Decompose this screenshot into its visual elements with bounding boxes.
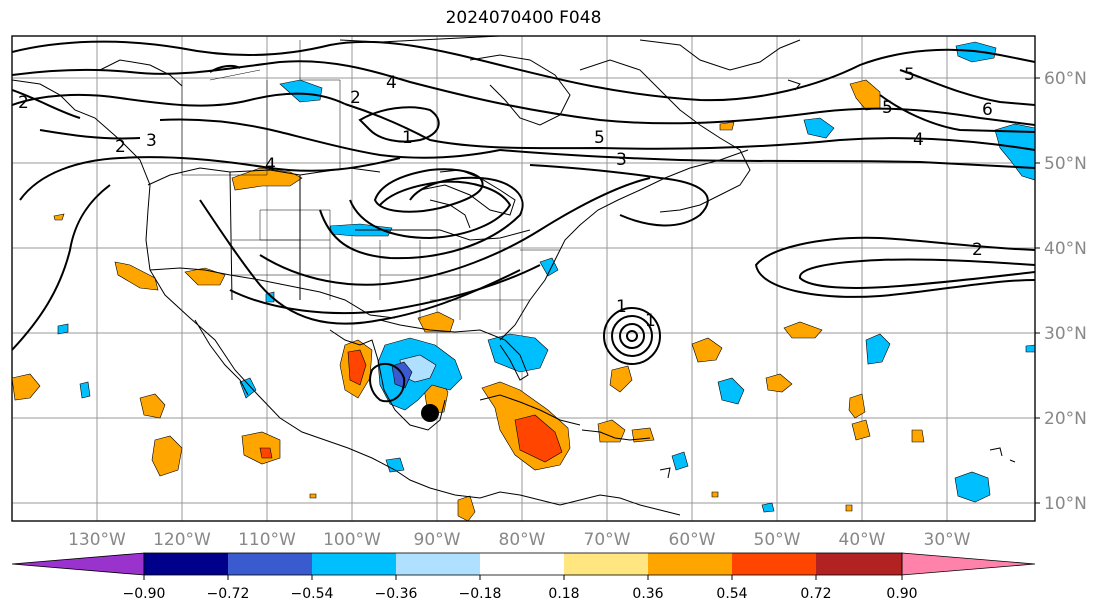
svg-text:4: 4 <box>265 155 276 175</box>
latitude-labels: 60°N 50°N 40°N 30°N 20°N 10°N <box>1044 69 1087 514</box>
lon-label: 130°W <box>68 530 126 550</box>
colorbar-tick-label: −0.18 <box>459 586 502 602</box>
colorbar-tick-label: −0.54 <box>291 586 334 602</box>
colorbar-low-extension <box>11 552 145 576</box>
svg-text:3: 3 <box>146 131 157 151</box>
colorbar-tick-label: −0.36 <box>375 586 418 602</box>
lat-label: 50°N <box>1044 154 1087 174</box>
lat-label: 20°N <box>1044 409 1087 429</box>
storm-circle-contours <box>603 307 661 365</box>
svg-text:6: 6 <box>982 100 993 120</box>
colorbar-segment <box>816 553 902 575</box>
colorbar-tick-label: 0.18 <box>548 586 579 602</box>
colorbar: −0.90 −0.72 −0.54 −0.36 −0.18 0.18 0.36 … <box>11 552 1036 602</box>
lon-label: 30°W <box>924 530 971 550</box>
svg-text:1: 1 <box>616 297 627 317</box>
lon-label: 40°W <box>839 530 886 550</box>
storm-center-marker <box>421 404 439 422</box>
colorbar-tick-label: −0.72 <box>207 586 250 602</box>
colorbar-tick-label: 0.72 <box>800 586 831 602</box>
colorbar-tick-label: −0.90 <box>123 586 166 602</box>
svg-text:2: 2 <box>115 137 126 157</box>
lon-label: 60°W <box>669 530 716 550</box>
svg-text:2: 2 <box>350 88 361 108</box>
lon-label: 90°W <box>414 530 461 550</box>
lat-label: 30°N <box>1044 324 1087 344</box>
lat-label: 60°N <box>1044 69 1087 89</box>
lat-label: 40°N <box>1044 239 1087 259</box>
colorbar-segment <box>396 553 480 575</box>
lon-label: 80°W <box>499 530 546 550</box>
colorbar-segment <box>312 553 396 575</box>
lon-label: 100°W <box>323 530 381 550</box>
lon-label: 70°W <box>584 530 631 550</box>
negative-anomaly-fills <box>57 41 1035 513</box>
lon-label: 50°W <box>754 530 801 550</box>
colorbar-segment <box>228 553 312 575</box>
svg-text:4: 4 <box>913 130 924 150</box>
lat-ticks <box>1035 77 1040 504</box>
map-title: 2024070400 F048 <box>445 8 602 28</box>
lon-label: 120°W <box>153 530 211 550</box>
coastlines <box>12 36 1016 516</box>
svg-text:3: 3 <box>616 150 627 170</box>
longitude-labels: 130°W 120°W 110°W 100°W 90°W 80°W 70°W 6… <box>68 530 971 550</box>
svg-text:1: 1 <box>402 128 413 148</box>
colorbar-high-extension <box>901 552 1036 576</box>
svg-text:5: 5 <box>882 98 893 118</box>
yucatan-contour <box>369 362 406 403</box>
svg-text:4: 4 <box>386 73 397 93</box>
positive-anomaly-fills <box>12 79 925 521</box>
colorbar-tick-label: 0.54 <box>716 586 747 602</box>
colorbar-segment <box>144 553 228 575</box>
colorbar-tick-label: 0.90 <box>886 586 917 602</box>
svg-text:1: 1 <box>645 311 656 331</box>
lon-label: 110°W <box>238 530 296 550</box>
contour-labels: 1 2 2 2 3 3 4 4 4 5 5 5 6 2 1 1 <box>18 65 993 331</box>
colorbar-segment <box>648 553 732 575</box>
colorbar-segment <box>732 553 816 575</box>
lat-label: 10°N <box>1044 494 1087 514</box>
colorbar-segment <box>480 553 564 575</box>
svg-text:5: 5 <box>904 65 915 85</box>
pressure-contours <box>12 40 1035 351</box>
svg-text:2: 2 <box>18 93 29 113</box>
state-borders <box>181 40 560 330</box>
svg-text:5: 5 <box>594 128 605 148</box>
colorbar-segment <box>564 553 648 575</box>
svg-text:2: 2 <box>972 240 983 260</box>
colorbar-tick-label: 0.36 <box>632 586 663 602</box>
